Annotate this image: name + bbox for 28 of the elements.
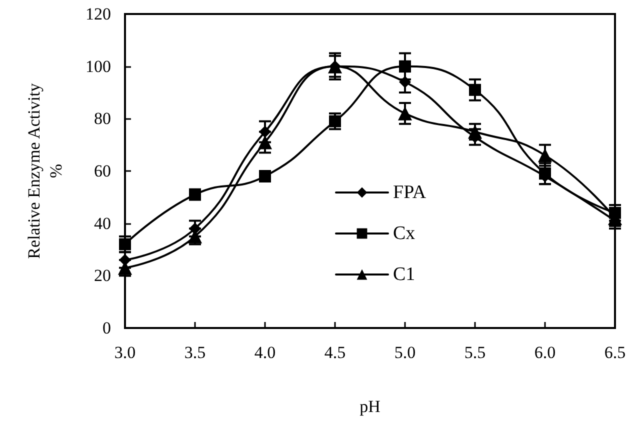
point xyxy=(119,238,131,250)
x-tick-label: 5.5 xyxy=(464,343,486,362)
y-tick-label: 40 xyxy=(94,214,111,233)
point xyxy=(539,168,551,180)
x-tick-label: 3.5 xyxy=(184,343,206,362)
point xyxy=(399,76,411,88)
y-tick-label: 100 xyxy=(86,56,111,76)
legend-label: FPA xyxy=(393,182,426,203)
point xyxy=(469,84,481,96)
x-tick-label: 6.0 xyxy=(534,343,556,362)
point xyxy=(329,115,341,128)
y-axis-title: Relative Enzyme Activity % xyxy=(24,82,66,259)
point xyxy=(399,60,411,72)
legend-label: C1 xyxy=(393,264,416,285)
x-axis-title: pH xyxy=(360,397,380,416)
x-tick-label: 5.0 xyxy=(394,343,416,362)
x-tick-label: 6.5 xyxy=(604,343,626,362)
point xyxy=(259,126,271,138)
point xyxy=(258,135,272,150)
y-tick-label: 20 xyxy=(94,266,111,286)
y-tick-label: 60 xyxy=(94,162,111,180)
legend-label: Cx xyxy=(393,223,416,244)
x-tick-label: 4.5 xyxy=(324,343,346,362)
x-tick-label: 4.0 xyxy=(254,343,276,362)
y-tick-label: 80 xyxy=(94,109,111,128)
y-tick-label: 120 xyxy=(86,4,111,24)
x-tick-label: 3.0 xyxy=(114,343,136,362)
y-tick-label: 0 xyxy=(102,318,111,338)
